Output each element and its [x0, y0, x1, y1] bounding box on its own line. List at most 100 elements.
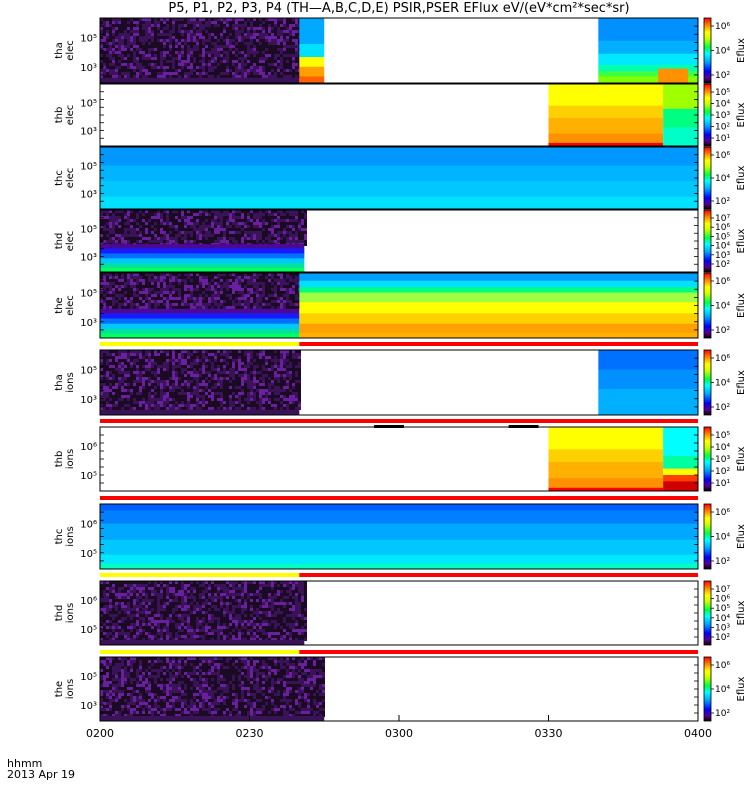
y-axis-label: thb [54, 451, 65, 468]
colorbar-tick-label: 10⁵ [715, 431, 730, 441]
colorbar [703, 17, 712, 84]
y-axis-label: tha [54, 42, 65, 58]
colorbar-tick-label: 10³ [715, 111, 730, 121]
colorbar-tick-label: 10² [715, 633, 730, 643]
colorbar-label: Eflux [736, 446, 747, 471]
y-axis-label: thc [54, 170, 65, 186]
colorbar-tick-label: 10⁶ [715, 595, 730, 605]
y-axis-label: elec [65, 231, 76, 252]
colorbar-tick-label: 10³ [715, 623, 730, 633]
x-axis-label: hhmm [7, 757, 43, 770]
x-tick-label: 0230 [236, 727, 264, 740]
colorbar-label: Eflux [736, 165, 747, 190]
colorbar-tick-label: 10⁴ [715, 174, 730, 184]
y-tick-label: 10³ [80, 127, 97, 138]
y-axis-label: elec [65, 168, 76, 189]
mode-bar-segment [100, 573, 300, 577]
y-axis-label: ions [65, 372, 76, 392]
colorbar-tick-label: 10⁵ [715, 604, 730, 614]
colorbar-tick-label: 10² [715, 71, 730, 81]
colorbar-tick-label: 10⁴ [715, 47, 730, 57]
y-tick-label: 10⁵ [80, 549, 97, 560]
y-axis-label: ions [65, 603, 76, 623]
y-axis-label: the [54, 681, 65, 697]
colorbar [703, 83, 712, 147]
y-axis-label: the [54, 297, 65, 313]
colorbar-tick-label: 10⁴ [715, 302, 730, 312]
mode-bar-segment [299, 342, 698, 346]
colorbar-tick-label: 10⁶ [715, 22, 730, 32]
colorbar-tick-label: 10² [715, 123, 730, 133]
mode-bar-segment [299, 650, 698, 654]
colorbar-label: Eflux [736, 524, 747, 549]
colorbar-tick-label: 10⁶ [715, 354, 730, 364]
y-axis-label: ions [65, 449, 76, 469]
chart-title: P5, P1, P2, P3, P4 (TH—A,B,C,D,E) PSIR,P… [168, 1, 630, 16]
colorbar-tick-label: 10³ [715, 455, 730, 465]
colorbar-tick-label: 10⁷ [715, 585, 730, 595]
y-tick-label: 10⁶ [80, 520, 97, 531]
panel-thc-ions: 10⁶ 10⁵ thc ions 10⁶ 10⁴ 10² Eflux [54, 503, 747, 570]
colorbar-tick-label: 10⁵ [715, 88, 730, 98]
colorbar [703, 503, 712, 570]
colorbar [703, 146, 712, 210]
mode-bar-segment [299, 573, 698, 577]
colorbar-tick-label: 10⁴ [715, 443, 730, 453]
colorbar-tick-label: 10³ [715, 251, 730, 261]
y-tick-label: 10⁵ [80, 225, 97, 236]
y-tick-label: 10⁵ [80, 289, 97, 300]
colorbar [703, 656, 712, 722]
colorbar-label: Eflux [736, 676, 747, 701]
y-tick-label: 10³ [80, 701, 97, 712]
y-axis-label: ions [65, 679, 76, 699]
x-tick-label: 0330 [535, 727, 563, 740]
y-tick-label: 10³ [80, 253, 97, 264]
colorbar-tick-label: 10⁶ [715, 277, 730, 287]
colorbar-label: Eflux [736, 600, 747, 625]
colorbar-label: Eflux [736, 38, 747, 63]
colorbar-tick-label: 10⁴ [715, 379, 730, 389]
mode-bar-segment [100, 342, 300, 346]
y-tick-label: 10³ [80, 395, 97, 406]
colorbar-tick-label: 10⁶ [715, 508, 730, 518]
colorbar-tick-label: 10² [715, 260, 730, 270]
colorbar [703, 580, 712, 646]
y-axis-label: elec [65, 105, 76, 126]
y-tick-label: 10⁵ [80, 471, 97, 482]
colorbar-tick-label: 10¹ [715, 479, 730, 489]
panel-tha-ions: 10⁵ 10³ tha ions 10⁶ 10⁴ 10² Eflux [54, 349, 747, 416]
y-axis-label: ions [65, 526, 76, 546]
y-axis-label: elec [65, 40, 76, 61]
colorbar-label: Eflux [736, 293, 747, 318]
y-tick-label: 10⁵ [80, 625, 97, 636]
colorbar-tick-label: 10⁴ [715, 614, 730, 624]
y-tick-label: 10⁵ [80, 34, 97, 45]
y-tick-label: 10⁵ [80, 162, 97, 173]
colorbar-label: Eflux [736, 228, 747, 253]
mode-bar-segment [100, 650, 300, 654]
panel-tha-elec: 10⁵ 10³ tha elec 10⁶ 10⁴ 10² Eflux [54, 17, 747, 84]
y-axis-label: thd [54, 605, 65, 622]
date-label: 2013 Apr 19 [7, 768, 76, 781]
colorbar [703, 349, 712, 416]
colorbar-tick-label: 10⁵ [715, 232, 730, 242]
colorbar-label: Eflux [736, 102, 747, 127]
y-tick-label: 10⁶ [80, 596, 97, 607]
data-gap-marker [508, 425, 539, 428]
colorbar-tick-label: 10² [715, 326, 730, 336]
data-gap-marker [374, 425, 404, 428]
colorbar-tick-label: 10⁴ [715, 100, 730, 110]
colorbar [703, 209, 712, 273]
y-axis-label: thd [54, 233, 65, 250]
y-tick-label: 10⁶ [80, 442, 97, 453]
mode-bar-segment [100, 496, 698, 500]
y-axis-label: tha [54, 374, 65, 390]
colorbar-tick-label: 10² [715, 197, 730, 207]
panel-thc-elec: 10⁵ 10³ thc elec 10⁶ 10⁴ 10² Eflux [54, 146, 747, 210]
panel-thb-ions: 10⁶ 10⁵ thb ions 10⁵ 10⁴ 10³ 10² 10¹ Eflux [54, 426, 747, 492]
y-axis-label: thb [54, 107, 65, 124]
x-tick-label: 0400 [684, 727, 712, 740]
